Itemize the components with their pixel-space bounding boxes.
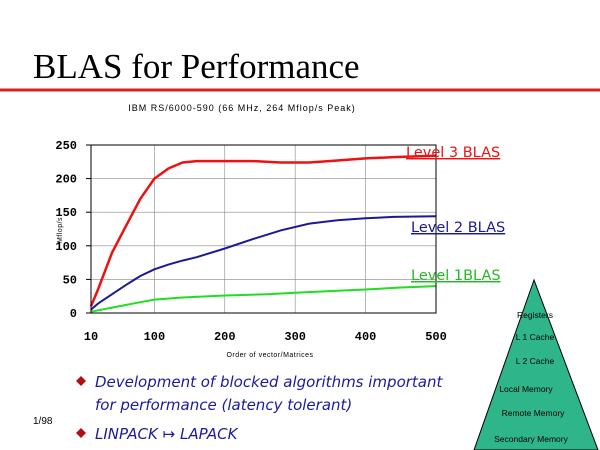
bullet-1-line-1: Development of blocked algorithms import… xyxy=(95,373,443,391)
bullet-marker-1 xyxy=(76,376,86,386)
slide-date: 1/98 xyxy=(33,416,53,427)
y-tick-label: 150 xyxy=(55,206,77,220)
series-level2-line xyxy=(90,215,437,311)
series-level1-line xyxy=(90,285,437,313)
x-tick-label: 400 xyxy=(355,330,377,344)
chart: IBM RS/6000-590 (66 MHz, 264 Mflop/s Pea… xyxy=(55,103,505,359)
y-tick-label: 50 xyxy=(63,273,77,287)
y-tick-label: 250 xyxy=(55,139,77,153)
bullet-2-line-1: LINPACK ↦ LAPACK xyxy=(95,425,239,443)
y-tick-label: 0 xyxy=(70,307,77,321)
x-tick-label: 300 xyxy=(284,330,306,344)
pyramid-level-secondary-memory: Secondary Memory xyxy=(494,434,568,444)
x-tick-label: 500 xyxy=(425,330,447,344)
pyramid-level-registers: Registers xyxy=(517,310,553,320)
chart-title: IBM RS/6000-590 (66 MHz, 264 Mflop/s Pea… xyxy=(128,103,356,113)
bullet-list: Development of blocked algorithms import… xyxy=(76,373,443,443)
series-level3-line xyxy=(89,154,437,307)
x-axis-label: Order of vector/Matrices xyxy=(226,352,313,359)
slide-title: BLAS for Performance xyxy=(33,47,360,86)
legend-level3: Level 3 BLAS xyxy=(406,145,500,161)
x-tick-label: 100 xyxy=(144,330,166,344)
pyramid-level-local-memory: Local Memory xyxy=(499,384,553,394)
y-tick-label: 100 xyxy=(55,240,77,254)
pyramid-shape xyxy=(473,278,599,450)
legend-level2: Level 2 BLAS xyxy=(411,220,505,236)
memory-pyramid: Registers L 1 Cache L 2 Cache Local Memo… xyxy=(473,278,599,450)
pyramid-level-l1-cache: L 1 Cache xyxy=(516,332,555,342)
pyramid-level-remote-memory: Remote Memory xyxy=(502,408,566,418)
bullet-1-line-2: for performance (latency tolerant) xyxy=(95,396,352,414)
chart-ticks: 10 100 200 300 400 500 0 50 100 150 200 250 xyxy=(55,139,446,344)
x-tick-label: 10 xyxy=(84,330,98,344)
chart-series-layer xyxy=(89,154,437,313)
bullet-marker-2 xyxy=(76,428,86,438)
x-tick-label: 200 xyxy=(214,330,236,344)
y-axis-label: Mflop/s xyxy=(57,217,64,243)
pyramid-level-l2-cache: L 2 Cache xyxy=(516,356,555,366)
y-tick-label: 200 xyxy=(55,173,77,187)
plot-frame xyxy=(90,144,437,314)
legend-level1: Level 1BLAS xyxy=(411,268,501,284)
